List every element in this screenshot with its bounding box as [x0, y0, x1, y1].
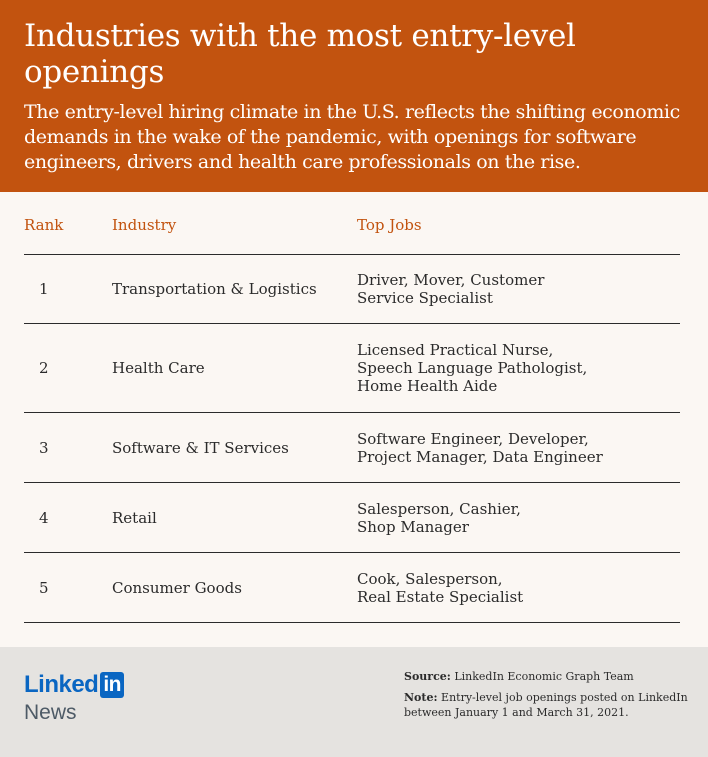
source-label: Source:	[404, 670, 451, 683]
top-jobs-line: Shop Manager	[357, 517, 469, 536]
top-jobs-cell: Software Engineer, Developer, Project Ma…	[357, 430, 657, 466]
top-jobs-line: Driver, Mover, Customer	[357, 271, 545, 289]
logo-news: News	[24, 701, 77, 724]
top-jobs-line: Home Health Aide	[357, 377, 498, 395]
industry-cell: Health Care	[112, 359, 205, 377]
header-banner: Industries with the most entry-level ope…	[0, 0, 708, 192]
top-jobs-line: Project Manager, Data Engineer	[357, 447, 603, 466]
industry-cell: Retail	[112, 508, 157, 527]
top-jobs-line: Speech Language Pathologist,	[357, 359, 588, 377]
linkedin-wordmark: Linked in	[24, 671, 125, 699]
top-jobs-line: Cook, Salesperson,	[357, 569, 503, 588]
top-jobs-line: Service Specialist	[357, 289, 493, 307]
top-jobs-line: Salesperson, Cashier,	[357, 499, 521, 518]
page-subtitle: The entry-level hiring climate in the U.…	[24, 101, 680, 173]
note-text: Entry-level job openings posted on Linke…	[404, 691, 688, 719]
linkedin-in-icon: in	[100, 672, 125, 698]
top-jobs-line: Licensed Practical Nurse,	[357, 341, 554, 359]
rank-cell: 1	[39, 280, 49, 298]
table-row: 2 Health Care Licensed Practical Nurse, …	[24, 324, 680, 413]
industry-cell: Transportation & Logistics	[112, 280, 317, 298]
note-label: Note:	[404, 691, 438, 704]
source-text: LinkedIn Economic Graph Team	[454, 670, 634, 683]
top-jobs-line: Software Engineer, Developer,	[357, 429, 589, 448]
rank-cell: 4	[39, 508, 49, 527]
top-jobs-line: Real Estate Specialist	[357, 587, 524, 606]
table-row: 1 Transportation & Logistics Driver, Mov…	[24, 255, 680, 324]
footer: Linked in News Source: LinkedIn Economic…	[0, 647, 708, 757]
industry-cell: Software & IT Services	[112, 438, 289, 457]
page-title: Industries with the most entry-level ope…	[24, 18, 576, 90]
top-jobs-cell: Driver, Mover, Customer Service Speciali…	[357, 271, 657, 307]
logo-word: Linked	[24, 671, 99, 698]
industries-table: Rank Industry Top Jobs 1 Transportation …	[24, 200, 680, 623]
table-row: 5 Consumer Goods Cook, Salesperson, Real…	[24, 553, 680, 623]
top-jobs-cell: Cook, Salesperson, Real Estate Specialis…	[357, 570, 657, 606]
source-line: Source: LinkedIn Economic Graph Team	[404, 669, 694, 684]
column-header-industry: Industry	[112, 216, 177, 234]
industry-cell: Consumer Goods	[112, 578, 242, 597]
table-row: 4 Retail Salesperson, Cashier, Shop Mana…	[24, 483, 680, 553]
linkedin-news-logo: Linked in News	[24, 671, 125, 725]
table-row: 3 Software & IT Services Software Engine…	[24, 413, 680, 483]
table-header: Rank Industry Top Jobs	[24, 200, 680, 255]
rank-cell: 3	[39, 438, 49, 457]
top-jobs-cell: Licensed Practical Nurse, Speech Languag…	[357, 341, 657, 395]
column-header-top-jobs: Top Jobs	[357, 216, 422, 234]
source-note: Source: LinkedIn Economic Graph Team Not…	[404, 669, 694, 720]
top-jobs-cell: Salesperson, Cashier, Shop Manager	[357, 500, 657, 536]
rank-cell: 5	[39, 578, 49, 597]
column-header-rank: Rank	[24, 216, 64, 234]
rank-cell: 2	[39, 359, 49, 377]
note-line: Note: Entry-level job openings posted on…	[404, 690, 694, 720]
